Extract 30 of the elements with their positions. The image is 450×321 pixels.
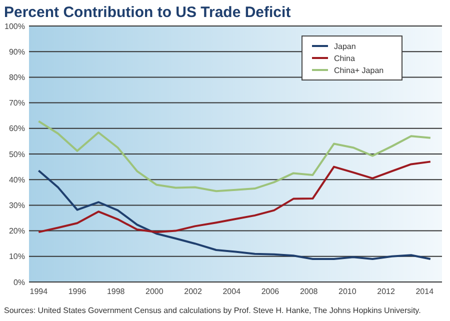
x-tick-label: 2012 (377, 287, 396, 296)
legend-label: China (334, 54, 356, 63)
legend-label: China+ Japan (334, 66, 384, 75)
line-series (38, 170, 432, 260)
x-tick-label: 2004 (222, 287, 242, 296)
y-tick-label: 0% (13, 278, 25, 287)
legend-label: Japan (334, 42, 356, 51)
line-series (38, 120, 432, 192)
y-tick-label: 20% (8, 226, 25, 236)
x-tick-label: 2008 (300, 287, 318, 296)
y-tick-label: 10% (8, 252, 25, 262)
y-tick-label: 90% (8, 47, 25, 56)
x-tick-label: 2010 (338, 287, 357, 296)
line-series (38, 160, 432, 234)
y-tick-label: 100% (4, 22, 25, 31)
source-note: Sources: United States Government Census and calculations by Prof. Steve H. Hanke, The Johns Hopkins University. (4, 306, 421, 315)
y-tick-label: 70% (8, 98, 25, 108)
chart-title: Percent Contribution to US Trade Deficit (4, 4, 291, 21)
x-tick-label: 1996 (68, 287, 87, 296)
y-tick-label: 40% (8, 175, 25, 184)
y-tick-label: 30% (8, 201, 25, 210)
x-tick-label: 2006 (261, 287, 280, 296)
x-tick-label: 1994 (30, 287, 48, 296)
x-tick-label: 1998 (106, 287, 126, 296)
x-tick-label: 2000 (146, 287, 164, 296)
y-tick-label: 80% (8, 73, 25, 82)
x-tick-label: 2002 (184, 287, 202, 296)
y-tick-label: 50% (8, 150, 25, 159)
y-tick-label: 60% (8, 124, 25, 134)
x-tick-label: 2014 (416, 287, 434, 296)
